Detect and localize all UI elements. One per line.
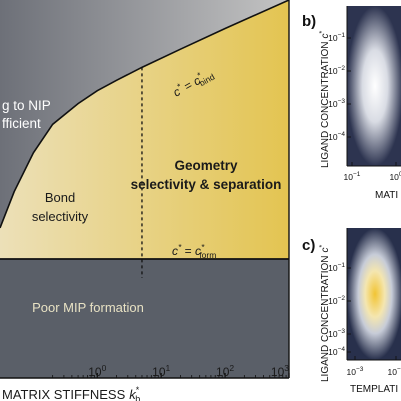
x-axis-label: MATRIX STIFFNESS k* b xyxy=(2,385,140,401)
x-tick-label: 10−2 xyxy=(388,366,401,377)
y-tick-label: 10−3 xyxy=(328,98,345,109)
panel-b-x-ticks: 10−1 100 xyxy=(344,162,401,182)
panel-b: b) 10−1 10−2 10−3 10−4 10−1 100 LIGAND CONCE… xyxy=(302,6,401,201)
panel-b-y-label: LIGAND CONCENTRATIONc* xyxy=(319,31,331,169)
y-tick-label: 10−1 xyxy=(328,32,345,43)
x-tick-label: 10−1 xyxy=(344,171,361,182)
region-geometry-line1: Geometry xyxy=(174,158,238,173)
panel-b-heatmap xyxy=(347,6,401,166)
x-tick-label: 100 xyxy=(88,363,106,379)
y-tick-label: 10−4 xyxy=(328,346,345,357)
x-tick-label: 103 xyxy=(271,363,289,379)
panel-c-label: c) xyxy=(302,237,315,254)
form-curve-label: c* = c* form xyxy=(172,242,216,260)
selectivity-region xyxy=(0,0,289,259)
poor-formation-region xyxy=(0,259,289,378)
region-poor: Poor MIP formation xyxy=(32,300,144,315)
panel-c-y-ticks: 10−1 10−2 10−3 10−4 xyxy=(328,262,351,357)
y-tick-label: 10−3 xyxy=(328,328,345,339)
region-nip-line2: fficient xyxy=(2,116,41,131)
y-tick-label: 10−2 xyxy=(328,65,345,76)
y-tick-label: 10−4 xyxy=(328,131,345,142)
x-tick-label: 101 xyxy=(152,363,170,379)
y-tick-label: 10−1 xyxy=(328,262,345,273)
bind-curve xyxy=(0,0,289,229)
panel-b-label: b) xyxy=(302,13,316,30)
region-nip-line1: g to NIP xyxy=(2,98,51,113)
region-bond-line2: selectivity xyxy=(32,209,89,224)
panel-c-x-ticks: 10−3 10−2 xyxy=(347,356,401,377)
x-ticks: 100 101 102 103 xyxy=(52,363,290,379)
x-tick-label: 10−3 xyxy=(347,366,364,377)
region-bond-line1: Bond xyxy=(45,190,75,205)
panel-c-heatmap xyxy=(347,228,401,360)
panel-c: c) 10−110−210−310−4 10−310−2 LIGAND CONC… xyxy=(302,228,401,395)
region-geometry-line2: selectivity & separation xyxy=(131,177,282,192)
panel-c-x-label: TEMPLATI xyxy=(350,384,398,395)
main-panel: 100 101 102 103 g to NIP fficient Bond sele… xyxy=(0,0,290,401)
panel-b-y-ticks: 10−1 10−2 10−3 10−4 xyxy=(328,32,351,142)
x-tick-label: 102 xyxy=(216,363,234,379)
panel-c-y-label: LIGAND CONCENTRATIONc* xyxy=(319,245,331,383)
y-tick-label: 10−2 xyxy=(328,295,345,306)
x-tick-label: 100 xyxy=(389,171,401,182)
panel-b-x-label: MATI xyxy=(375,190,398,201)
